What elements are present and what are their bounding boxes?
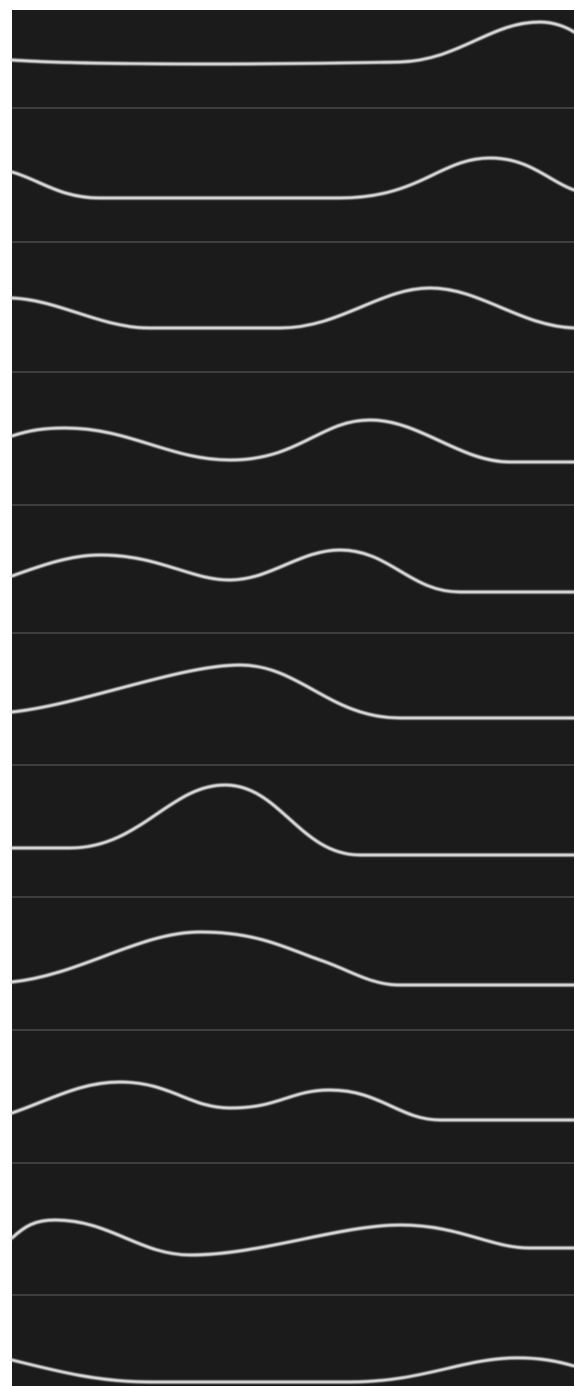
wave-photo <box>0 0 574 1386</box>
page <box>0 0 574 1386</box>
dark-background <box>12 10 574 1386</box>
